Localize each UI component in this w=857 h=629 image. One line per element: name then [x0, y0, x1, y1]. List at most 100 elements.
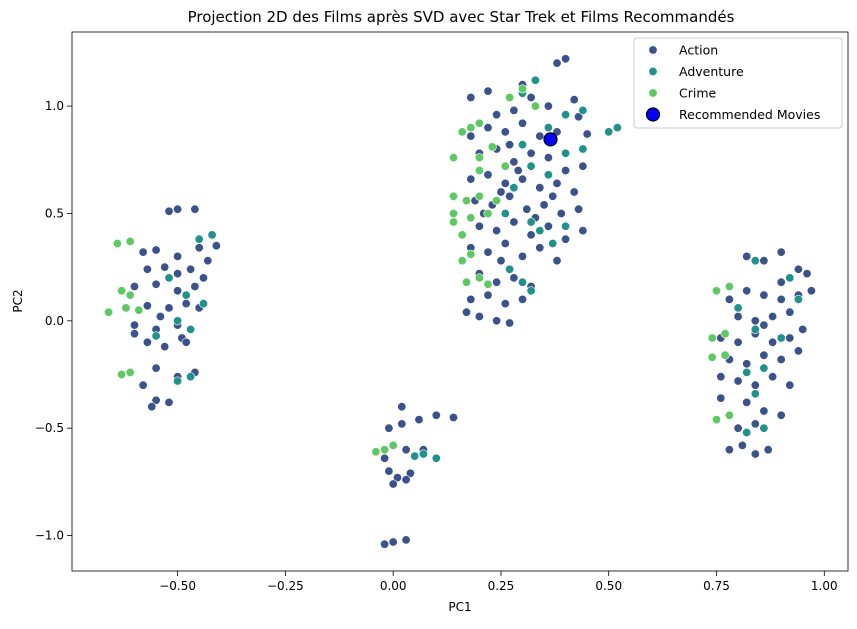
data-point-action [716, 393, 726, 403]
data-point-action [526, 230, 536, 240]
data-point-crime [483, 279, 493, 289]
data-point-adventure [173, 316, 183, 326]
data-point-action [742, 251, 752, 261]
data-point-crime [104, 307, 114, 317]
data-point-adventure [517, 140, 527, 150]
data-point-action [522, 204, 532, 214]
data-point-action [793, 346, 803, 356]
data-point-action [578, 226, 588, 236]
data-point-action [750, 380, 760, 390]
data-point-crime [724, 281, 734, 291]
data-point-adventure [785, 273, 795, 283]
y-tick-label: −1.0 [35, 529, 64, 543]
data-point-action [173, 251, 183, 261]
data-point-crime [134, 305, 144, 315]
data-point-adventure [186, 324, 196, 334]
data-point-action [569, 187, 579, 197]
data-point-action [517, 174, 527, 184]
data-point-action [431, 410, 441, 420]
data-point-action [785, 380, 795, 390]
data-point-adventure [509, 183, 519, 193]
data-point-crime [466, 249, 476, 259]
data-point-action [759, 406, 769, 416]
data-point-action [483, 123, 493, 133]
data-point-action [164, 206, 174, 216]
data-point-adventure [535, 226, 545, 236]
data-point-crime [500, 161, 510, 171]
plot-frame [71, 31, 849, 572]
data-point-adventure [151, 331, 161, 341]
data-point-action [509, 273, 519, 283]
data-point-action [151, 395, 161, 405]
data-point-crime [483, 209, 493, 219]
data-point-action [776, 294, 786, 304]
data-point-action [384, 423, 394, 433]
data-point-action [500, 299, 510, 309]
data-point-action [543, 221, 553, 231]
data-point-crime [457, 230, 467, 240]
data-point-action [461, 307, 471, 317]
legend-marker [645, 107, 661, 122]
data-point-adventure [500, 209, 510, 219]
data-point-action [733, 311, 743, 321]
data-point-crime [125, 367, 135, 377]
data-point-action [496, 187, 506, 197]
data-point-action [388, 479, 398, 489]
data-point-action [750, 449, 760, 459]
data-point-crime [474, 118, 484, 128]
data-point-adventure [578, 144, 588, 154]
data-point-crime [711, 286, 721, 296]
data-point-action [785, 333, 795, 343]
data-point-crime [505, 93, 515, 103]
data-point-action [142, 264, 152, 274]
data-point-action [733, 376, 743, 386]
data-point-action [582, 129, 592, 139]
data-point-action [483, 86, 493, 96]
x-axis: −0.50 −0.25 0.00 0.25 0.50 0.75 1.00 [159, 571, 838, 593]
data-point-action [401, 535, 411, 545]
data-point-action [155, 311, 165, 321]
data-point-adventure [750, 389, 760, 399]
data-point-action [798, 324, 808, 334]
data-point-action [151, 245, 161, 255]
data-point-action [466, 93, 476, 103]
data-point-action [142, 337, 152, 347]
data-point-action [517, 118, 527, 128]
data-point-crime [466, 123, 476, 133]
legend: Action Adventure Crime Recommended Movies [633, 37, 843, 129]
data-point-crime [517, 84, 527, 94]
data-point-adventure [410, 451, 420, 461]
data-point-action [526, 148, 536, 158]
data-point-action [724, 445, 734, 455]
data-point-action [173, 204, 183, 214]
data-point-adventure [742, 367, 752, 377]
data-point-action [505, 140, 515, 150]
data-point-adventure [173, 376, 183, 386]
data-point-crime [457, 127, 467, 137]
data-point-action [474, 311, 484, 321]
legend-label: Action [679, 43, 718, 58]
data-point-action [397, 402, 407, 412]
data-point-crime [724, 410, 734, 420]
data-point-crime [466, 213, 476, 223]
data-point-action [211, 241, 221, 251]
y-axis: −1.0 −0.5 0.0 0.5 1.0 [35, 99, 72, 543]
data-point-action [552, 178, 562, 188]
data-point-adventure [578, 105, 588, 115]
data-point-action [500, 127, 510, 137]
data-point-action [151, 279, 161, 289]
data-point-crime [448, 191, 458, 201]
data-point-action [552, 58, 562, 68]
data-point-action [759, 320, 769, 330]
data-point-adventure [543, 123, 553, 133]
x-tick-label: −0.25 [267, 579, 304, 593]
data-point-action [556, 209, 566, 219]
data-point-action [492, 110, 502, 120]
x-tick-label: 1.00 [811, 579, 838, 593]
data-point-adventure [194, 234, 204, 244]
data-point-action [776, 410, 786, 420]
data-point-adventure [561, 148, 571, 158]
data-point-action [142, 301, 152, 311]
data-point-action [574, 112, 584, 122]
data-point-action [130, 320, 140, 330]
